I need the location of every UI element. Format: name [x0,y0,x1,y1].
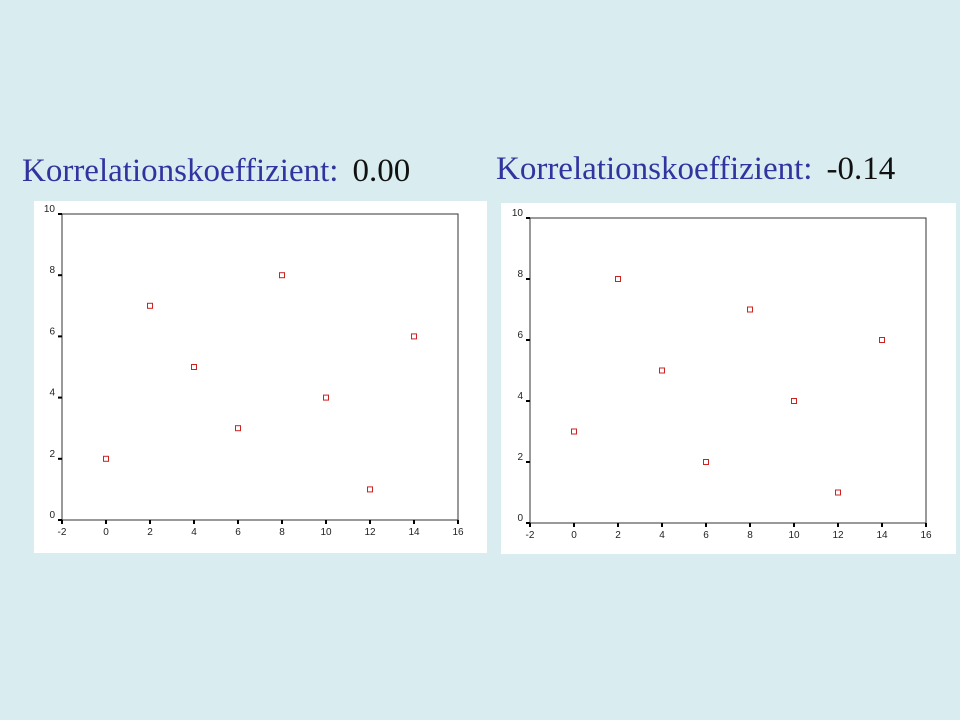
left-x-tick-label: 12 [364,527,376,538]
right-y-tick-label: 6 [517,330,523,341]
right-x-tick-label: -2 [526,530,535,541]
right-x-tick-label: 16 [920,530,932,541]
left-y-tick-label: 8 [49,265,55,276]
right-x-tick-label: 14 [876,530,888,541]
left-y-tick-label: 0 [49,510,55,521]
right-data-point [835,489,841,496]
left-data-point [323,394,329,401]
right-y-tick-label: 10 [512,208,524,219]
left-data-point [147,302,153,309]
left-x-tick-label: 2 [147,527,153,538]
left-y-tick-label: 4 [49,388,55,399]
right-x-tick-label: 10 [788,530,800,541]
right-x-tick-label: 6 [703,530,709,541]
left-plot-frame [61,213,459,521]
left-x-tick-label: 16 [452,527,464,538]
left-y-tick-label: 2 [49,449,55,460]
left-data-point [103,455,109,462]
left-data-point [235,425,241,432]
right-x-tick-label: 8 [747,530,753,541]
correlation-value-left: 0.00 [352,153,411,189]
right-data-point [659,367,665,374]
left-data-point [411,333,417,340]
right-data-point [703,459,709,465]
left-x-tick-label: 8 [279,527,285,538]
left-data-point [191,364,197,370]
left-data-point [279,272,285,279]
right-data-point [747,306,753,313]
right-x-tick-label: 4 [659,530,665,541]
right-data-point [615,276,621,282]
left-x-tick-label: 10 [320,527,332,538]
right-data-point [879,337,885,343]
left-x-tick-label: 4 [191,527,197,538]
scatter-plot-right: -2 0 2 4 6 8 10 12 14 16 0 2 4 6 8 10 [501,203,956,554]
left-x-tick-label: 6 [235,527,241,538]
left-x-tick-label: 0 [103,527,109,538]
right-y-tick-label: 0 [517,513,523,524]
correlation-value-right: -0.14 [826,151,896,187]
right-x-tick-label: 2 [615,530,621,541]
right-x-tick-label: 12 [832,530,844,541]
left-x-tick-label: 14 [408,527,420,538]
right-y-tick-label: 4 [517,391,523,402]
right-y-tick-label: 2 [517,452,523,463]
left-x-tick-label: -2 [58,527,67,538]
correlation-heading-left: Korrelationskoeffizient: 0.00 [22,155,410,188]
left-data-point [367,486,373,493]
correlation-label-left: Korrelationskoeffizient: [22,153,339,189]
right-y-tick-label: 8 [517,269,523,280]
correlation-heading-right: Korrelationskoeffizient: -0.14 [496,153,895,186]
right-data-point [571,428,577,435]
right-x-tick-label: 0 [571,530,577,541]
left-y-tick-label: 6 [49,326,55,337]
right-data-point [791,398,797,404]
scatter-plot-left: -2 0 2 4 6 8 10 12 14 16 0 2 4 6 8 10 [34,201,487,553]
left-y-tick-label: 10 [44,204,56,215]
right-plot-frame [529,217,927,524]
correlation-label-right: Korrelationskoeffizient: [496,151,813,187]
